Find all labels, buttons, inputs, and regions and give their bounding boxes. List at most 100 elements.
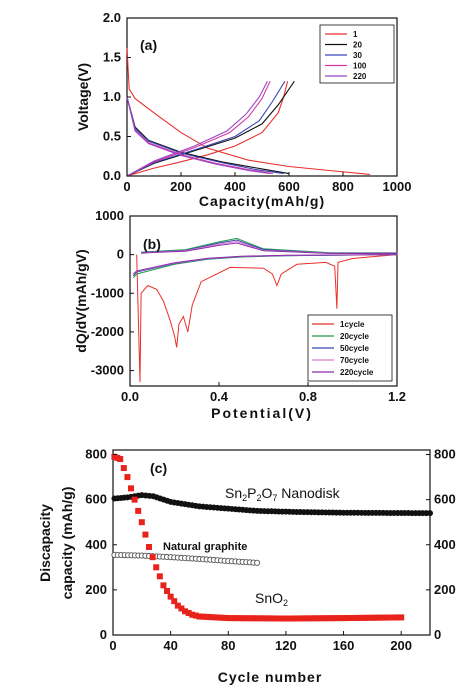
panel-b-curve-220cycle [132,242,398,275]
panel-c-xtick-label: 80 [221,638,235,653]
panel-a-y-axis-label: Voltage(V) [75,63,91,131]
panel-c-y-axis-label-line1: Discapacity [37,504,53,582]
panel-b-series [132,237,398,383]
panel-c-point-sno2 [365,614,372,621]
panel-a-legend-label: 30 [353,51,362,60]
panel-c-point-sno2 [329,615,336,622]
panel-a-charge-curve-220 [126,80,268,177]
panel-c-ytick-label: 800 [85,447,107,462]
panel-c-x-axis-label: Cycle number [218,669,323,685]
panel-c-point-sno2 [225,615,232,622]
panel-b-xtick-label: 1.2 [388,389,406,404]
panel-c-xtick-label: 200 [390,638,412,653]
panel-c-point-sno2 [300,615,307,622]
panel-c-point-sno2 [304,615,311,622]
panel-c-point-sno2 [376,614,383,621]
panel-c-point-sno2 [153,564,160,571]
panel-c-point-sno2 [326,615,333,622]
panel-c-label: (c) [150,460,167,476]
panel-c-point-sno2 [149,554,156,561]
panel-c-point-sno2 [182,608,189,615]
panel-c-ytick-label: 600 [85,492,107,507]
panel-c-point-sno2 [246,615,253,622]
panel-c-point-sno2 [286,615,293,622]
panel-c-point-sno2 [257,615,264,622]
panel-c-point-sno2 [344,615,351,622]
panel-b-chart: 0.0 0.4 0.8 1.2 1000 0 -1000 -2000 -3000 (b) Po… [73,208,406,421]
panel-a-xtick-label: 400 [224,179,246,194]
panel-c-point-sno2 [117,456,124,463]
panel-a-legend-label: 20 [353,41,362,50]
panel-c-point-sno2 [131,496,138,503]
panel-b-legend-label: 20cycle [340,332,369,341]
panel-c-point-sno2 [120,465,127,472]
panel-c-frame [112,449,431,636]
panel-a-charge-curve-100 [126,80,271,177]
panel-a-ytick-label: 0.5 [103,129,121,144]
panel-c-point-sno2 [272,615,279,622]
panel-c-point-sno2 [372,614,379,621]
panel-a-ytick-label: 1.0 [103,89,121,104]
panel-c-point-sno2 [369,614,376,621]
panel-c-point-sno2 [354,614,361,621]
panel-c-point-sno2 [362,614,369,621]
panel-c-xtick-label: 0 [109,638,116,653]
panel-c-series [111,453,433,622]
annotation-sn2p2o7: Sn2P2O7 Nanodisk [225,485,341,503]
panel-c-point-sno2 [340,615,347,622]
panel-b-legend-label: 1cycle [340,320,365,329]
panel-a-ytick-label: 2.0 [103,10,121,25]
panel-a-xtick-label: 1000 [383,179,412,194]
panel-c-point-sno2 [174,602,181,609]
panel-c-point-sno2 [185,610,192,617]
panel-c-point-sno2 [250,615,257,622]
panel-c-point-sno2 [390,614,397,621]
annotation-natural-graphite: Natural graphite [163,541,247,553]
panel-b-ytick-label: 1000 [95,208,124,223]
panel-a-xtick-label: 0 [123,179,130,194]
panel-c-point-sno2 [311,615,318,622]
panel-c-point-sno2 [210,614,217,621]
panel-b-ytick-label: 0 [117,247,124,262]
panel-c-point-sno2 [293,615,300,622]
panel-c-ytick-label: 200 [85,582,107,597]
panel-a-discharge-curve-1 [126,47,371,175]
panel-b-legend: 1cycle 20cycle 50cycle 70cycle 220cycle [307,314,393,382]
panel-c-point-sno2 [254,615,261,622]
panel-c-point-sno2 [322,615,329,622]
panel-a-xtick-label: 200 [170,179,192,194]
panel-c-point-sno2 [383,614,390,621]
panel-a-ytick-label: 1.5 [103,50,121,65]
panel-b-ytick-label: -1000 [91,285,124,300]
panel-c-point-sno2 [394,614,401,621]
panel-c-point-sno2 [333,615,340,622]
panel-c-point-sno2 [275,615,282,622]
panel-a-charge-curve-1 [126,81,289,177]
panel-b-xtick-label: 0.4 [210,389,229,404]
panel-a-chart: 0 200 400 600 800 1000 0.0 0.5 1.0 1.5 2.0 (a) Ca… [75,10,411,209]
panel-c-point-sno2 [167,593,174,600]
panel-c-point-sno2 [135,507,142,514]
panel-c-ytick-label: 400 [85,537,107,552]
panel-a-legend-label: 1 [353,30,358,39]
panel-c-point-sno2 [380,614,387,621]
panel-c-point-sno2 [387,614,394,621]
panel-c-point-sno2 [236,615,243,622]
annotation-sno2: SnO2 [255,590,288,608]
panel-c-ytick-label: 0 [100,627,107,642]
panel-c-right-ytick-label: 600 [434,492,456,507]
panel-c-point-sno2 [192,612,199,619]
panel-c-point-sno2 [138,519,145,526]
panel-a-xtick-label: 600 [278,179,300,194]
panel-c-point-sn2p2o7 [427,510,433,517]
panel-c-point-sno2 [164,588,171,595]
panel-c-point-sno2 [318,615,325,622]
panel-c-point-sno2 [358,614,365,621]
panel-c-right-ytick-label: 800 [434,447,456,462]
panel-c-point-sno2 [171,598,178,605]
panel-c-point-sno2 [214,614,221,621]
panel-c-point-sno2 [218,614,225,621]
panel-c-point-sno2 [315,615,322,622]
